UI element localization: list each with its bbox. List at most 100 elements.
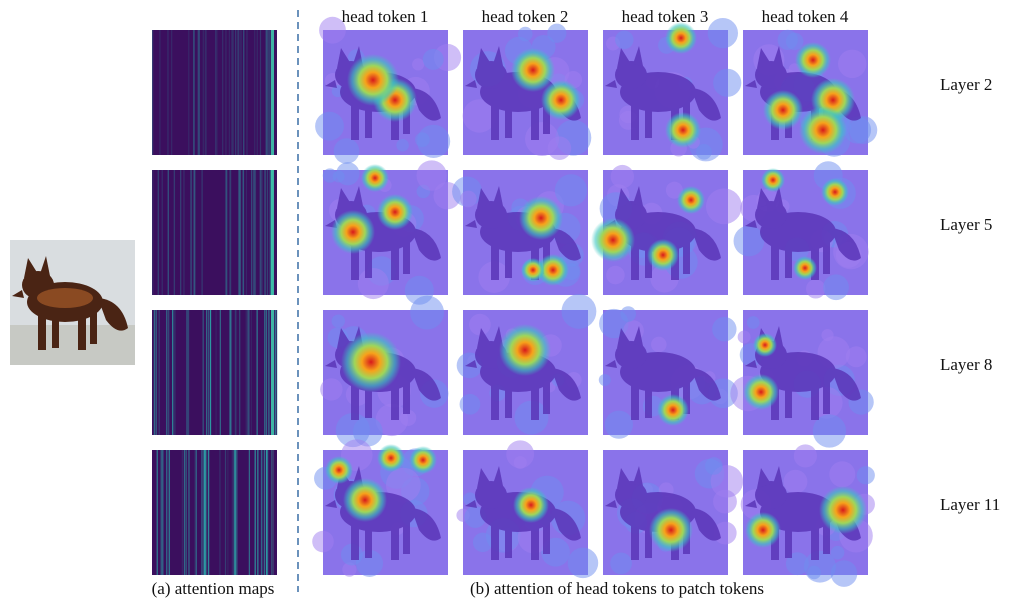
- map-stripe: [171, 30, 172, 155]
- noise: [706, 188, 742, 224]
- map-stripe: [203, 30, 204, 155]
- map-stripe: [204, 450, 205, 575]
- column-label: head token 3: [622, 7, 709, 26]
- map-stripe: [254, 30, 255, 155]
- noise: [734, 226, 765, 257]
- map-stripe: [239, 310, 240, 435]
- map-stripe: [255, 450, 256, 575]
- noise: [829, 461, 855, 487]
- map-stripe: [225, 450, 226, 575]
- noise: [857, 466, 875, 484]
- noise: [412, 58, 424, 70]
- hotspot: [331, 210, 375, 254]
- map-stripe: [227, 170, 228, 295]
- heatmap: [730, 310, 873, 448]
- hotspot: [377, 444, 405, 472]
- map-stripe: [215, 30, 216, 155]
- caption: (b) attention of head tokens to patch to…: [470, 579, 764, 598]
- noise: [611, 165, 634, 188]
- hotspot: [665, 22, 697, 54]
- hotspot: [745, 512, 781, 548]
- hotspot: [513, 487, 549, 523]
- row-label: Layer 5: [940, 215, 992, 234]
- map-stripe: [152, 170, 153, 295]
- noise: [320, 378, 342, 400]
- noise: [713, 69, 741, 97]
- hotspot: [519, 196, 563, 240]
- heatmap: [591, 165, 742, 295]
- map-stripe: [253, 170, 254, 295]
- map-stripe: [161, 450, 162, 575]
- noise: [319, 17, 346, 44]
- map-stripe: [172, 310, 173, 435]
- noise: [804, 551, 836, 583]
- hotspot: [647, 239, 679, 271]
- noise: [315, 112, 344, 141]
- heatmap: [323, 160, 461, 304]
- noise: [423, 49, 444, 70]
- map-stripe: [195, 450, 196, 575]
- noise: [713, 490, 737, 514]
- noise: [844, 116, 871, 143]
- map-stripe: [275, 310, 276, 435]
- map-stripe: [243, 30, 244, 155]
- heatmap: [743, 30, 877, 157]
- map-stripe: [159, 310, 160, 435]
- map-stripe: [246, 170, 247, 295]
- map-stripe: [257, 310, 258, 435]
- map-stripe: [271, 30, 274, 155]
- noise: [417, 125, 450, 158]
- map-stripe: [242, 170, 243, 295]
- map-stripe: [246, 30, 247, 155]
- map-stripe: [169, 450, 170, 575]
- noise: [555, 174, 587, 206]
- attention-map: [152, 30, 277, 155]
- map-background: [152, 170, 277, 295]
- row-label: Layer 11: [940, 495, 1000, 514]
- map-background: [152, 30, 277, 155]
- map-stripe: [188, 30, 189, 155]
- hotspot: [743, 374, 779, 410]
- map-stripe: [232, 30, 233, 155]
- map-stripe: [237, 30, 238, 155]
- attention-map: [152, 450, 277, 575]
- hotspot: [793, 256, 817, 280]
- map-stripe: [188, 450, 189, 575]
- map-stripe: [257, 450, 258, 575]
- map-stripe: [247, 310, 248, 435]
- noise: [708, 18, 738, 48]
- map-stripe: [163, 450, 164, 575]
- noise: [334, 138, 360, 164]
- map-stripe: [235, 450, 236, 575]
- map-stripe: [167, 30, 168, 155]
- hotspot: [347, 54, 399, 106]
- noise: [460, 191, 477, 208]
- noise: [568, 548, 599, 579]
- map-stripe: [206, 310, 207, 435]
- noise: [312, 531, 334, 553]
- map-stripe: [227, 450, 228, 575]
- map-stripe: [208, 450, 209, 575]
- map-stripe: [246, 310, 247, 435]
- map-stripe: [173, 310, 174, 435]
- hotspot: [763, 90, 803, 130]
- map-stripe: [269, 30, 270, 155]
- row-label: Layer 2: [940, 75, 992, 94]
- map-stripe: [222, 30, 223, 155]
- map-stripe: [231, 30, 232, 155]
- map-stripe: [183, 170, 184, 295]
- map-stripe: [174, 170, 175, 295]
- map-stripe: [260, 30, 261, 155]
- map-stripe: [268, 450, 269, 575]
- map-stripe: [266, 310, 267, 435]
- hotspot: [665, 112, 701, 148]
- heatmap: [603, 450, 743, 575]
- map-stripe: [182, 450, 183, 575]
- map-stripe: [232, 450, 233, 575]
- map-stripe: [240, 170, 241, 295]
- map-stripe: [193, 30, 194, 155]
- noise: [548, 136, 572, 160]
- heatmap: [603, 18, 741, 161]
- map-stripe: [168, 310, 169, 435]
- column-label: head token 2: [482, 7, 569, 26]
